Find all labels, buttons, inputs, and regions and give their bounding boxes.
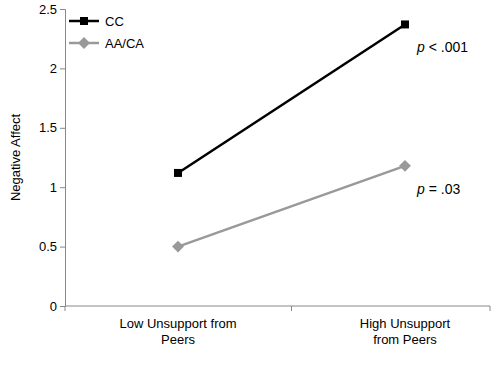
legend-marker xyxy=(78,37,90,49)
x-axis-line xyxy=(65,306,490,307)
y-tick-label: 2.5 xyxy=(39,2,57,17)
series-marker xyxy=(174,169,182,177)
legend-label: CC xyxy=(105,14,124,29)
y-tick-label: 2 xyxy=(50,61,57,76)
y-axis: 0 0.5 1 1.5 2 2.5 xyxy=(39,2,66,314)
legend: CC AA/CA xyxy=(69,14,144,51)
y-tick: 0 xyxy=(50,299,65,314)
series-marker xyxy=(172,241,184,253)
x-separator xyxy=(291,306,292,311)
series-line xyxy=(178,24,405,173)
legend-item: AA/CA xyxy=(69,36,144,51)
x-separator xyxy=(490,306,491,311)
legend-marker xyxy=(80,17,88,25)
annotation: p < .001 xyxy=(416,39,468,55)
series xyxy=(172,160,411,253)
y-tick-mark xyxy=(60,128,65,129)
y-tick-label: 0.5 xyxy=(39,239,57,254)
y-tick: 2 xyxy=(50,61,65,76)
x-tick-label: Low Unsupport fromPeers xyxy=(119,316,236,347)
y-tick-label: 0 xyxy=(50,299,57,314)
y-tick: 1.5 xyxy=(39,120,65,135)
plot-area xyxy=(172,20,411,252)
series-marker xyxy=(399,160,411,172)
y-tick: 0.5 xyxy=(39,239,65,254)
legend-label: AA/CA xyxy=(105,36,144,51)
y-tick-label: 1 xyxy=(50,180,57,195)
y-tick-mark xyxy=(60,247,65,248)
y-tick: 2.5 xyxy=(39,2,65,17)
y-tick-mark xyxy=(60,9,65,10)
chart: 0 0.5 1 1.5 2 2.5 Low Unsupport fromPeers High … xyxy=(0,0,500,369)
y-tick-label: 1.5 xyxy=(39,120,57,135)
y-tick-mark xyxy=(60,306,65,307)
x-separator xyxy=(65,306,66,311)
series-line xyxy=(178,166,405,247)
y-axis-line xyxy=(60,10,66,307)
y-tick-mark xyxy=(60,68,65,69)
y-tick: 1 xyxy=(50,180,65,195)
series xyxy=(174,20,409,177)
y-axis-title: Negative Affect xyxy=(8,114,23,202)
x-tick-label: High Unsupportfrom Peers xyxy=(360,316,451,347)
x-axis: Low Unsupport fromPeers High Unsupportfro… xyxy=(65,306,490,347)
legend-item: CC xyxy=(69,14,124,29)
y-tick-mark xyxy=(60,187,65,188)
series-marker xyxy=(401,20,409,28)
annotation: p = .03 xyxy=(416,181,460,197)
